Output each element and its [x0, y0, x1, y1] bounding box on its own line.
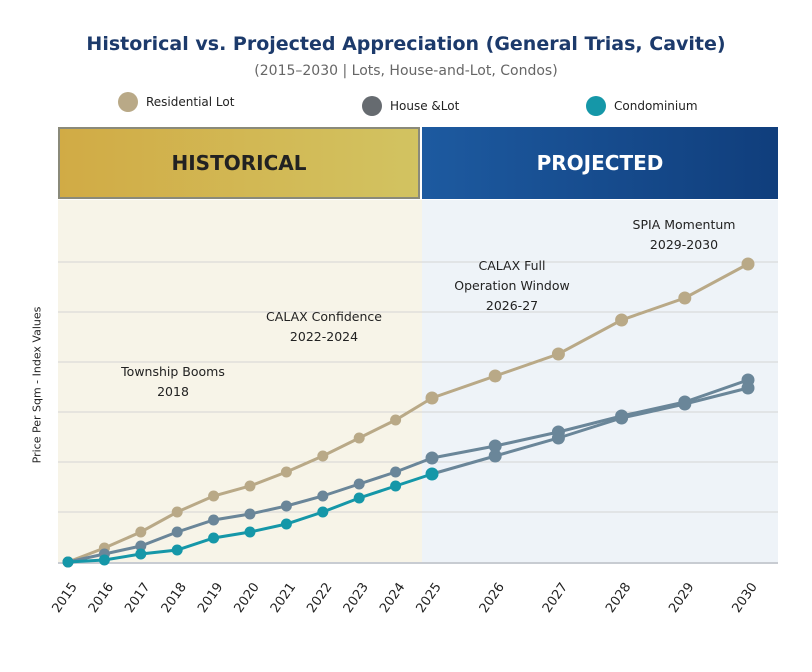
- data-point-condominium-2018: [171, 544, 183, 556]
- data-point-residential-lot-2026: [488, 369, 502, 383]
- x-tick-label: 2015: [49, 580, 80, 616]
- data-point-residential-lot-2030: [741, 257, 755, 271]
- data-point-residential-lot-2019: [208, 490, 220, 502]
- data-point-condominium-2023: [353, 492, 365, 504]
- legend-swatch: [118, 92, 138, 112]
- data-point-condominium-2027: [551, 431, 565, 445]
- annotation-calax-full-operation: CALAX Full Operation Window 2026-27: [454, 258, 570, 313]
- data-point-house-lot-2020: [244, 508, 256, 520]
- data-point-residential-lot-2018: [171, 506, 183, 518]
- historical-region: [58, 200, 422, 564]
- data-point-condominium-2024: [390, 480, 402, 492]
- data-point-residential-lot-2017: [135, 526, 147, 538]
- x-tick-label: 2029: [666, 580, 697, 616]
- data-point-residential-lot-2022: [317, 450, 329, 462]
- data-point-house-lot-2019: [208, 514, 220, 526]
- x-tick-label: 2026: [477, 580, 508, 616]
- legend-item-residential-lot: Residential Lot: [118, 92, 234, 112]
- legend-item-condominium: Condominium: [586, 96, 698, 116]
- x-tick-label: 2024: [377, 580, 408, 616]
- x-tick-label: 2016: [86, 580, 117, 616]
- data-point-house-lot-2018: [171, 526, 183, 538]
- annotation-spia-momentum: SPIA Momentum 2029-2030: [632, 217, 736, 252]
- series-line-1-projected: [431, 378, 749, 460]
- projected-band: PROJECTED: [422, 127, 778, 199]
- data-point-condominium-2021: [280, 518, 292, 530]
- x-tick-label: 2022: [304, 580, 335, 616]
- legend-label: Residential Lot: [146, 95, 235, 109]
- data-point-condominium-2028: [615, 411, 629, 425]
- data-point-residential-lot-2023: [353, 432, 365, 444]
- x-tick-label: 2018: [159, 580, 190, 616]
- legend-label: Condominium: [614, 99, 698, 113]
- data-point-condominium-2030: [741, 381, 755, 395]
- data-point-condominium-2025: [425, 467, 439, 481]
- data-point-condominium-2015: [62, 556, 74, 568]
- data-point-house-lot-2021: [280, 500, 292, 512]
- data-point-residential-lot-2024: [390, 414, 402, 426]
- data-point-condominium-2020: [244, 526, 256, 538]
- x-tick-label: 2030: [729, 580, 760, 616]
- data-point-condominium-2029: [678, 397, 692, 411]
- data-point-residential-lot-2027: [551, 347, 565, 361]
- legend-label: House &Lot: [390, 99, 460, 113]
- data-point-residential-lot-2028: [615, 313, 629, 327]
- x-tick-label: 2023: [341, 580, 372, 616]
- data-point-house-lot-2017: [135, 540, 147, 552]
- data-point-residential-lot-2029: [678, 291, 692, 305]
- x-tick-label: 2025: [413, 580, 444, 616]
- data-point-condominium-2026: [488, 449, 502, 463]
- legend-swatch: [586, 96, 606, 116]
- x-tick-label: 2021: [268, 580, 299, 616]
- x-tick-label: 2019: [195, 580, 226, 616]
- chart-title: Historical vs. Projected Appreciation (G…: [86, 33, 726, 55]
- data-point-residential-lot-2020: [244, 480, 256, 492]
- series-line-2-projected: [431, 386, 749, 476]
- data-point-house-lot-2022: [317, 490, 329, 502]
- data-point-condominium-2017: [135, 548, 147, 560]
- chart-subtitle: (2015–2030 | Lots, House-and-Lot, Condos…: [254, 63, 558, 79]
- x-tick-label: 2027: [540, 580, 571, 616]
- historical-band: HISTORICAL: [58, 127, 420, 199]
- data-point-house-lot-2025: [425, 451, 439, 465]
- annotation-township-booms: Township Booms 2018: [121, 364, 225, 399]
- data-point-condominium-2022: [317, 506, 329, 518]
- legend-item-house-lot: House &Lot: [362, 96, 459, 116]
- data-point-condominium-2019: [208, 532, 220, 544]
- legend-swatch: [362, 96, 382, 116]
- data-point-condominium-2016: [98, 554, 110, 566]
- data-point-residential-lot-2025: [425, 391, 439, 405]
- series-line-0-projected: [431, 262, 749, 400]
- y-axis-label: Price Per Sqm - Index Values: [30, 306, 44, 464]
- annotation-calax-confidence: CALAX Confidence 2022-2024: [266, 309, 382, 344]
- data-point-residential-lot-2021: [280, 466, 292, 478]
- x-tick-label: 2020: [231, 580, 262, 616]
- x-tick-label: 2017: [122, 580, 153, 616]
- data-point-house-lot-2026: [488, 439, 502, 453]
- data-point-house-lot-2023: [353, 478, 365, 490]
- data-point-house-lot-2024: [390, 466, 402, 478]
- x-tick-label: 2028: [603, 580, 634, 616]
